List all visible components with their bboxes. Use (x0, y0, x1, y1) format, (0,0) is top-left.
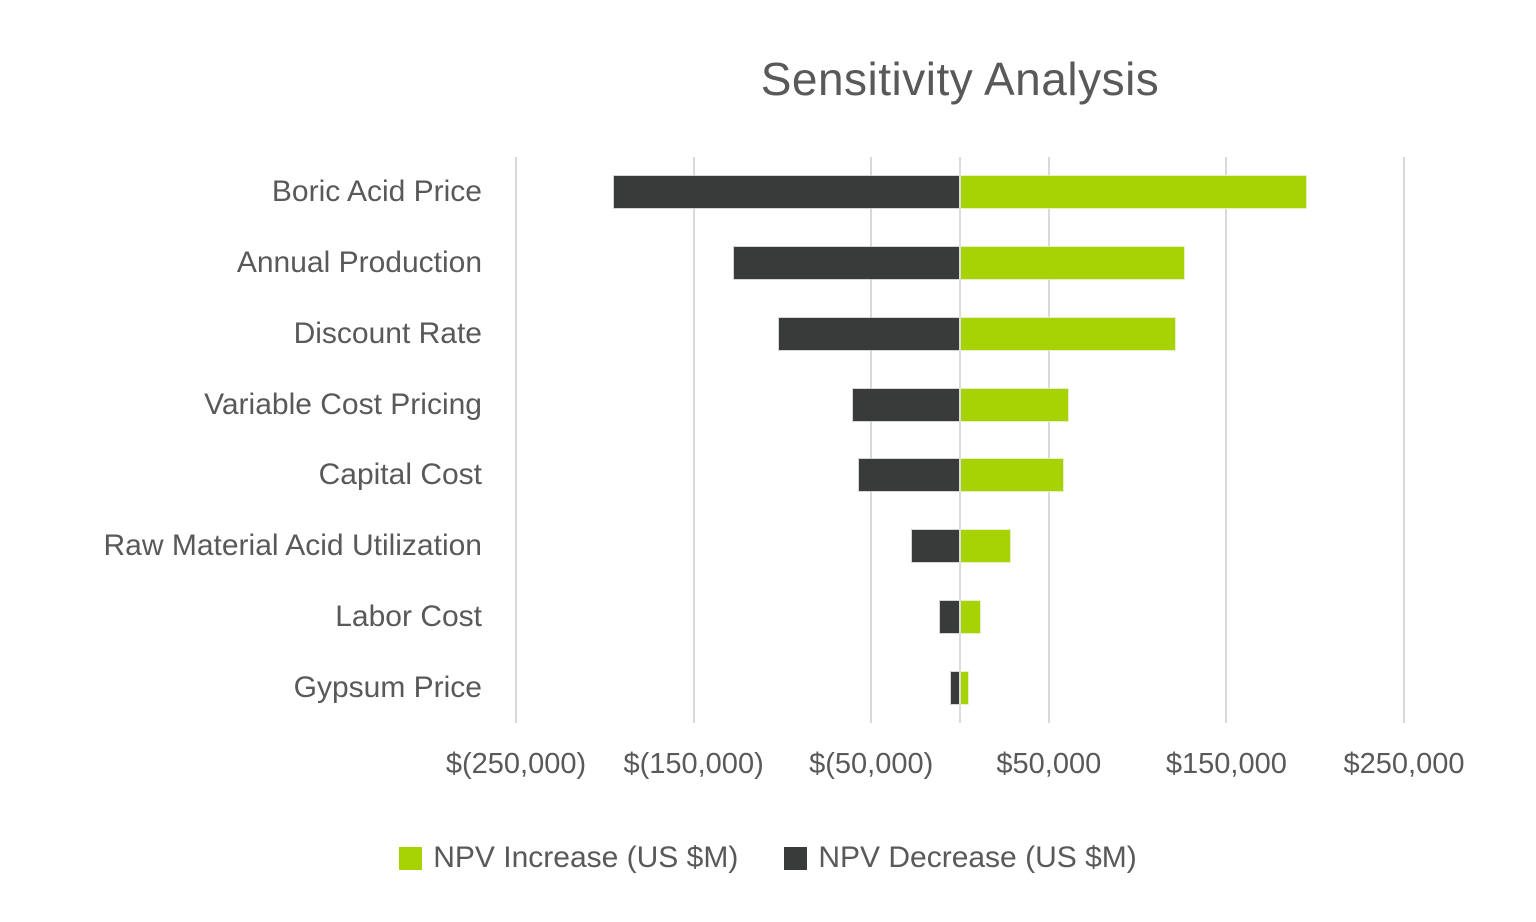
legend-swatch (784, 846, 808, 870)
npv-increase-bar (960, 600, 981, 633)
gridline (515, 157, 517, 723)
gridline (1047, 157, 1050, 723)
npv-increase-bar (960, 671, 968, 704)
gridline (1225, 157, 1228, 723)
npv-increase-bar (960, 459, 1063, 492)
plot-area (515, 157, 1405, 723)
category-label: Annual Production (236, 246, 482, 280)
legend-label: NPV Increase (US $M) (433, 841, 739, 874)
category-label: Gypsum Price (293, 670, 482, 704)
x-tick-label: $(150,000) (623, 748, 764, 780)
legend-label: NPV Decrease (US $M) (818, 841, 1137, 874)
npv-decrease-bar (951, 671, 960, 704)
npv-decrease-bar (778, 317, 960, 350)
x-tick-label: $50,000 (996, 748, 1102, 780)
npv-increase-bar (960, 530, 1010, 563)
x-tick-label: $(250,000) (445, 748, 587, 780)
x-axis: $(250,000) $(150,000) $(50,000) $50,000 $150… (446, 748, 1465, 793)
npv-increase-bar (960, 388, 1069, 421)
x-tick-label: $250,000 (1343, 748, 1465, 780)
npv-decrease-bar (853, 388, 960, 421)
category-axis: Boric Acid Price Annual Production Discoun… (0, 157, 482, 723)
category-label: Capital Cost (318, 458, 482, 492)
npv-decrease-bar (912, 530, 960, 563)
npv-increase-bar (960, 176, 1307, 209)
x-tick-label: $150,000 (1165, 748, 1287, 780)
legend: NPV Increase (US $M) NPV Decrease (US $M) (0, 841, 1536, 875)
category-label: Discount Rate (293, 316, 482, 350)
x-tick-label: $(50,000) (809, 748, 934, 780)
gridline (1403, 157, 1405, 723)
npv-decrease-bar (734, 247, 960, 280)
gridline (692, 157, 695, 723)
category-label: Raw Material Acid Utilization (103, 529, 482, 563)
legend-item: NPV Decrease (US $M) (784, 841, 1137, 875)
gridline (870, 157, 873, 723)
category-label: Boric Acid Price (271, 175, 482, 209)
category-label: Labor Cost (335, 599, 482, 633)
legend-swatch (399, 846, 423, 870)
category-label: Variable Cost Pricing (204, 387, 482, 421)
npv-decrease-bar (613, 176, 960, 209)
npv-increase-bar (960, 317, 1175, 350)
legend-item: NPV Increase (US $M) (399, 841, 738, 875)
npv-increase-bar (960, 247, 1184, 280)
npv-decrease-bar (858, 459, 960, 492)
chart-title: Sensitivity Analysis (760, 53, 1160, 105)
zero-axis-line (959, 157, 961, 723)
npv-decrease-bar (940, 600, 960, 633)
